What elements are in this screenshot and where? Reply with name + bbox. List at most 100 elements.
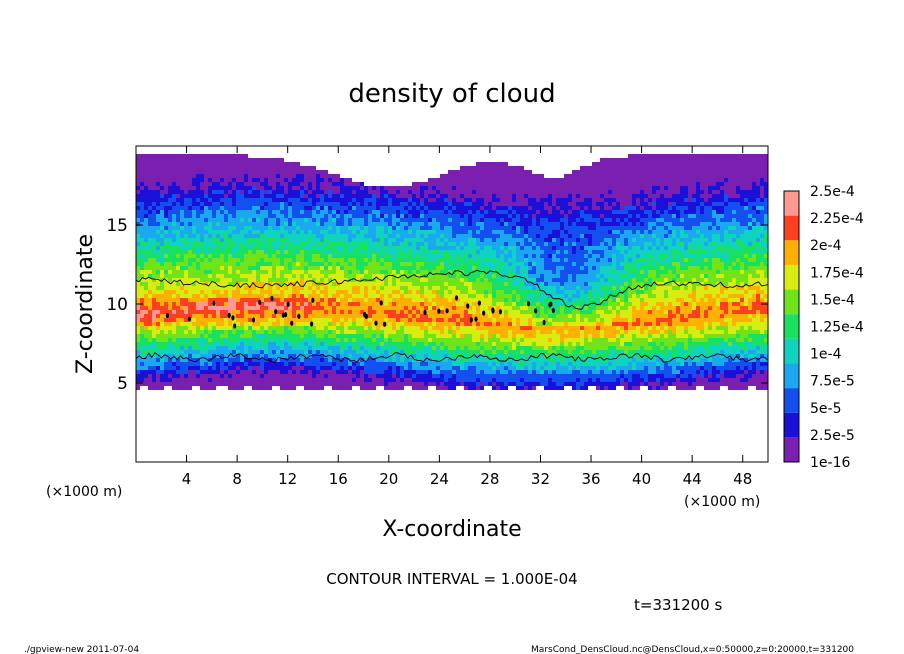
density-cell [448,334,452,338]
density-cell [224,246,228,250]
density-cell [168,278,172,282]
density-cell [192,190,196,194]
density-cell [156,374,160,378]
density-cell [192,202,196,206]
density-cell [188,234,192,238]
density-cell [244,258,248,262]
density-cell [308,266,312,270]
density-cell [304,242,308,246]
density-cell [484,382,488,386]
density-cell [488,314,492,318]
density-cell [256,250,260,254]
density-cell [256,190,260,194]
density-cell [484,358,488,362]
density-cell [324,206,328,210]
density-cell [276,366,280,370]
density-cell [320,242,324,246]
density-cell [468,234,472,238]
density-cell [188,254,192,258]
density-cell [248,338,252,342]
density-cell [192,358,196,362]
density-cell [316,178,320,182]
density-cell [324,286,328,290]
density-cell [432,182,436,186]
density-cell [248,250,252,254]
density-cell [164,290,168,294]
density-cell [304,318,308,322]
density-cell [380,374,384,378]
density-cell [356,350,360,354]
density-cell [220,382,224,386]
density-cell [428,270,432,274]
density-cell [208,274,212,278]
density-cell [460,318,464,322]
density-cell [368,298,372,302]
density-cell [380,206,384,210]
density-cell [256,298,260,302]
density-cell [192,222,196,226]
density-cell [168,270,172,274]
density-cell [404,286,408,290]
density-cell [396,278,400,282]
density-cell [472,366,476,370]
density-cell [488,350,492,354]
density-cell [292,210,296,214]
density-cell [368,262,372,266]
density-cell [428,250,432,254]
density-cell [428,206,432,210]
density-cell [316,214,320,218]
density-cell [244,322,248,326]
density-cell [392,318,396,322]
density-cell [172,306,176,310]
density-cell [464,206,468,210]
density-cell [136,342,140,346]
density-cell [272,258,276,262]
density-cell [208,370,212,374]
density-cell [424,294,428,298]
density-cell [460,294,464,298]
density-cell [476,222,480,226]
density-cell [432,370,436,374]
density-cell [384,222,388,226]
density-cell [308,274,312,278]
density-cell [148,242,152,246]
density-cell [412,298,416,302]
density-cell [352,298,356,302]
density-cell [408,238,412,242]
density-cell [140,246,144,250]
density-cell [344,354,348,358]
density-cell [380,378,384,382]
density-cell [152,242,156,246]
density-cell [204,370,208,374]
density-cell [180,366,184,370]
density-cell [320,342,324,346]
density-cell [376,258,380,262]
density-cell [356,242,360,246]
density-cell [296,366,300,370]
density-cell [292,322,296,326]
density-cell [208,334,212,338]
density-cell [268,262,272,266]
density-cell [252,174,256,178]
density-cell [216,154,220,158]
density-cell [160,302,164,306]
density-cell [156,294,160,298]
density-cell [396,334,400,338]
density-cell [308,378,312,382]
density-cell [368,314,372,318]
density-cell [156,218,160,222]
density-cell [196,178,200,182]
density-cell [428,366,432,370]
density-cell [376,366,380,370]
density-cell [432,274,436,278]
density-cell [256,322,260,326]
density-cell [288,374,292,378]
density-cell [484,278,488,282]
density-cell [288,358,292,362]
density-cell [180,222,184,226]
density-cell [192,338,196,342]
density-cell [356,222,360,226]
density-cell [208,354,212,358]
density-cell [256,194,260,198]
density-cell [432,278,436,282]
